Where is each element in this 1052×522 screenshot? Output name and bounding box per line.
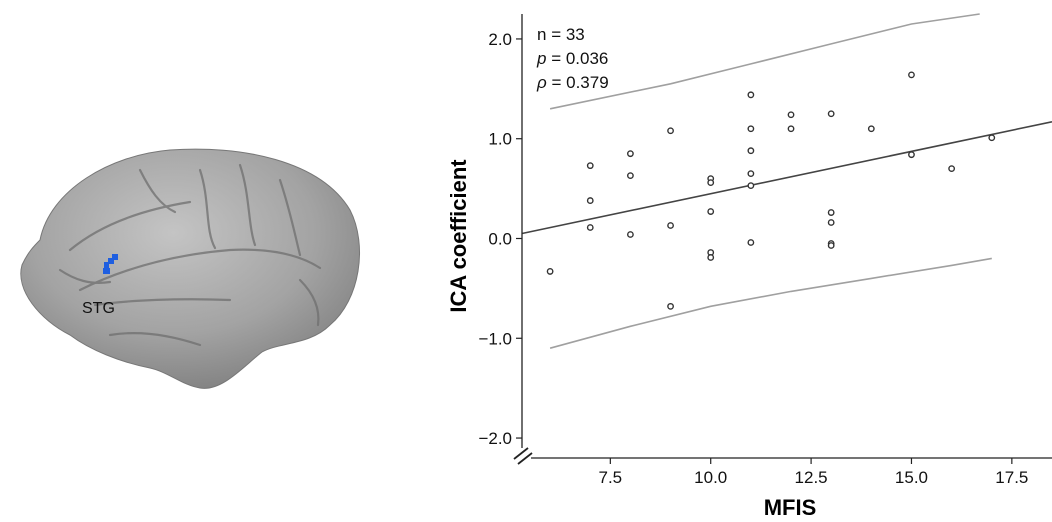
data-point (827, 209, 835, 216)
stat-n-symbol: n (537, 25, 546, 44)
data-point (707, 175, 715, 183)
x-axis-ticks: 7.5 10.0 12.5 15.0 17.5 (599, 458, 1028, 487)
brain-surface-figure: STG (20, 148, 360, 389)
x-tick-label: 12.5 (795, 468, 828, 487)
y-tick-label: 1.0 (488, 130, 512, 149)
data-point (827, 219, 835, 226)
y-tick-label: −1.0 (478, 329, 512, 348)
data-point (586, 197, 594, 204)
y-tick-label: −2.0 (478, 429, 512, 448)
region-label-stg: STG (82, 300, 115, 317)
x-axis-title: MFIS (764, 495, 817, 520)
regression-line-group (521, 120, 1052, 235)
x-tick-label: 15.0 (895, 468, 928, 487)
data-point (787, 125, 795, 133)
data-point (747, 170, 755, 178)
x-tick-label: 17.5 (995, 468, 1028, 487)
axes (513, 14, 1052, 465)
data-point (707, 254, 715, 261)
stat-p: p = 0.036 (536, 49, 608, 68)
sulci-lines (58, 163, 322, 347)
y-tick-label: 2.0 (488, 30, 512, 49)
stat-n-eq: = (546, 25, 565, 44)
stat-rho: ρ = 0.379 (536, 73, 609, 92)
data-point (627, 150, 634, 158)
axis-break-marks (513, 447, 533, 465)
stat-rho-eq: = (547, 73, 566, 92)
data-point (908, 71, 915, 79)
brain-hemisphere (20, 148, 360, 389)
data-point (747, 125, 755, 133)
x-tick-label: 10.0 (694, 468, 727, 487)
data-point (586, 224, 594, 231)
data-point (707, 249, 715, 256)
stat-n: n = 33 (537, 25, 585, 44)
data-point (908, 151, 915, 159)
stat-p-symbol: p (536, 49, 546, 68)
data-point (867, 125, 875, 133)
data-point (667, 302, 674, 310)
data-point (948, 165, 956, 173)
data-point (546, 268, 554, 275)
stat-rho-symbol: ρ (536, 73, 547, 92)
confidence-interval-curves (549, 13, 992, 349)
regression-line (521, 120, 1052, 235)
data-point (747, 147, 755, 155)
stat-p-value: 0.036 (566, 49, 609, 68)
stat-p-eq: = (546, 49, 565, 68)
data-point (747, 239, 755, 246)
data-point (827, 240, 835, 247)
y-axis-ticks: 2.0 1.0 0.0 −1.0 −2.0 (478, 30, 522, 448)
data-point (747, 182, 755, 190)
data-point (627, 231, 634, 238)
data-point (747, 91, 755, 99)
data-point (707, 179, 715, 187)
data-point (707, 208, 715, 215)
stat-n-value: 33 (566, 25, 585, 44)
data-point (667, 127, 674, 135)
data-point (586, 162, 594, 170)
data-point (667, 222, 674, 229)
data-point (988, 134, 996, 142)
ci-upper-curve (549, 13, 980, 110)
x-tick-label: 7.5 (599, 468, 623, 487)
data-point (827, 242, 835, 249)
data-point (627, 172, 634, 180)
ci-lower-curve (549, 257, 992, 349)
stat-rho-value: 0.379 (566, 73, 609, 92)
data-point (787, 111, 795, 119)
y-tick-label: 0.0 (488, 229, 512, 248)
y-axis-title: ICA coefficient (446, 159, 471, 313)
stg-activation-cluster (103, 254, 118, 274)
data-point (827, 110, 835, 118)
data-points (546, 71, 996, 310)
